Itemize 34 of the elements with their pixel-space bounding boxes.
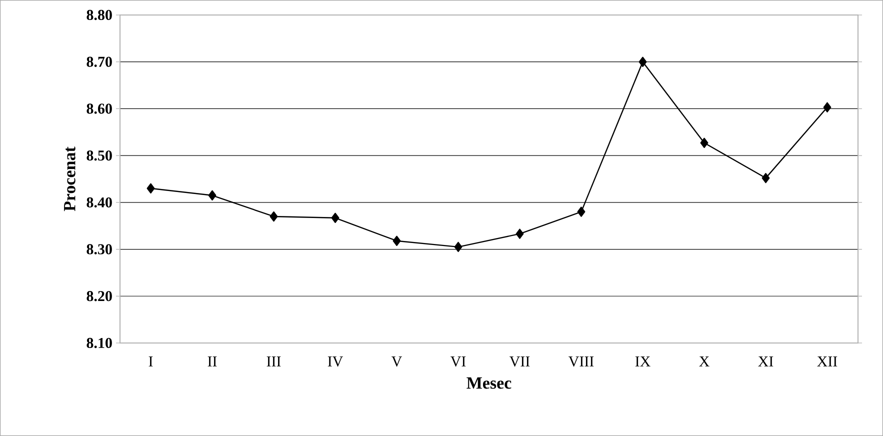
x-tick-label: VI bbox=[450, 356, 466, 367]
y-axis-title: Procenat bbox=[64, 146, 76, 212]
x-tick-label: V bbox=[392, 356, 402, 367]
point bbox=[392, 236, 401, 246]
y-tick-label: 8.10 bbox=[86, 338, 112, 348]
y-tick-label: 8.20 bbox=[86, 291, 112, 302]
point bbox=[146, 183, 155, 194]
x-axis-title: Mesec bbox=[466, 377, 512, 389]
point bbox=[762, 172, 770, 184]
x-tick-label: VII bbox=[510, 356, 530, 367]
y-tick-label: 8.50 bbox=[86, 150, 112, 161]
point bbox=[516, 228, 524, 239]
point bbox=[454, 242, 462, 252]
point bbox=[270, 211, 278, 222]
x-tick-label: VIII bbox=[568, 356, 594, 367]
x-tick-label: XI bbox=[758, 356, 774, 366]
x-tick-label: IV bbox=[328, 356, 344, 367]
y-tick-label: 8.70 bbox=[86, 56, 112, 67]
x-tick-label: I bbox=[148, 356, 153, 366]
point bbox=[577, 206, 586, 217]
y-tick-label: 8.40 bbox=[86, 197, 112, 208]
x-tick-label: XII bbox=[817, 356, 838, 366]
x-tick-label: X bbox=[699, 356, 710, 366]
point bbox=[208, 190, 216, 200]
point bbox=[700, 138, 708, 148]
point bbox=[638, 56, 647, 67]
point bbox=[331, 212, 340, 223]
y-tick-label: 8.60 bbox=[86, 104, 112, 114]
point bbox=[823, 102, 832, 112]
x-tick-label: IX bbox=[635, 356, 650, 366]
x-tick-label: III bbox=[266, 356, 281, 366]
y-tick-label: 8.30 bbox=[86, 244, 112, 254]
y-tick-label: 8.80 bbox=[86, 10, 112, 20]
x-tick-label: II bbox=[208, 356, 217, 366]
